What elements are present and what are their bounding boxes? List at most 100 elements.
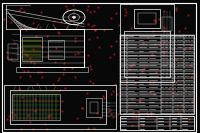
Point xyxy=(3,18,6,20)
Point xyxy=(175,7,178,9)
Point xyxy=(102,97,106,99)
Bar xyxy=(86,98,102,117)
Point xyxy=(21,48,25,50)
Point xyxy=(87,54,90,56)
Point xyxy=(47,54,50,56)
Point xyxy=(181,55,184,57)
Point xyxy=(13,42,16,44)
Point xyxy=(39,11,42,13)
Point xyxy=(181,104,184,106)
Bar xyxy=(20,29,84,66)
Point xyxy=(31,128,34,130)
Point xyxy=(48,114,51,116)
Point xyxy=(130,98,134,100)
Point xyxy=(111,90,114,92)
Point xyxy=(6,56,9,58)
Point xyxy=(131,111,134,113)
Point xyxy=(129,27,133,29)
Point xyxy=(73,40,77,43)
Point xyxy=(186,14,189,16)
Point xyxy=(93,24,96,26)
Point xyxy=(175,9,178,11)
Point xyxy=(93,29,96,31)
Point xyxy=(9,119,12,121)
Point xyxy=(6,118,9,120)
Point xyxy=(87,38,91,40)
Point xyxy=(132,63,135,65)
Point xyxy=(29,57,32,59)
Point xyxy=(53,61,56,63)
Point xyxy=(46,115,49,117)
Point xyxy=(123,8,126,10)
Point xyxy=(94,29,97,31)
Point xyxy=(190,44,193,47)
Bar xyxy=(8,44,18,60)
Bar xyxy=(16,66,88,72)
Point xyxy=(191,100,194,102)
Point xyxy=(109,109,112,111)
Bar xyxy=(90,102,98,113)
Point xyxy=(41,76,44,78)
Point xyxy=(115,12,118,14)
Point xyxy=(25,54,28,56)
Point xyxy=(130,124,133,126)
Point xyxy=(97,46,100,48)
Point xyxy=(80,107,83,109)
Bar xyxy=(120,4,174,82)
Point xyxy=(158,18,161,20)
Point xyxy=(6,51,9,53)
Point xyxy=(159,99,163,101)
Point xyxy=(101,95,105,97)
Point xyxy=(66,8,69,10)
Point xyxy=(18,26,22,29)
Point xyxy=(34,35,38,37)
Point xyxy=(102,29,105,31)
Point xyxy=(134,116,137,118)
Point xyxy=(36,83,39,85)
Point xyxy=(149,113,152,115)
Point xyxy=(31,48,35,50)
Point xyxy=(162,30,166,32)
Point xyxy=(137,100,140,102)
Point xyxy=(109,17,113,19)
Point xyxy=(112,116,115,119)
Point xyxy=(110,93,113,95)
Point xyxy=(75,117,79,119)
Point xyxy=(162,10,165,12)
Point xyxy=(38,26,41,28)
Point xyxy=(9,20,13,23)
Point xyxy=(51,83,54,85)
Point xyxy=(126,104,130,106)
Point xyxy=(189,64,193,66)
Point xyxy=(141,41,144,44)
Point xyxy=(130,65,133,67)
Point xyxy=(130,3,133,5)
Bar xyxy=(4,85,116,129)
Point xyxy=(22,10,26,12)
Point xyxy=(147,36,150,38)
Point xyxy=(24,29,27,32)
Point xyxy=(146,112,149,114)
Point xyxy=(109,45,112,47)
Point xyxy=(152,93,156,95)
Point xyxy=(58,32,61,34)
Point xyxy=(18,88,21,90)
Point xyxy=(137,113,140,115)
Point xyxy=(72,4,75,6)
Bar xyxy=(120,35,194,114)
Point xyxy=(114,83,117,85)
Point xyxy=(19,76,22,78)
Point xyxy=(70,67,73,69)
Point xyxy=(62,73,65,75)
Point xyxy=(14,114,17,116)
Point xyxy=(26,114,29,116)
Point xyxy=(81,107,84,110)
Point xyxy=(152,30,155,32)
Point xyxy=(194,73,197,76)
Point xyxy=(109,56,112,58)
Point xyxy=(86,9,89,11)
Point xyxy=(92,127,95,129)
Point xyxy=(137,111,140,113)
Point xyxy=(174,80,178,83)
Point xyxy=(124,13,127,16)
